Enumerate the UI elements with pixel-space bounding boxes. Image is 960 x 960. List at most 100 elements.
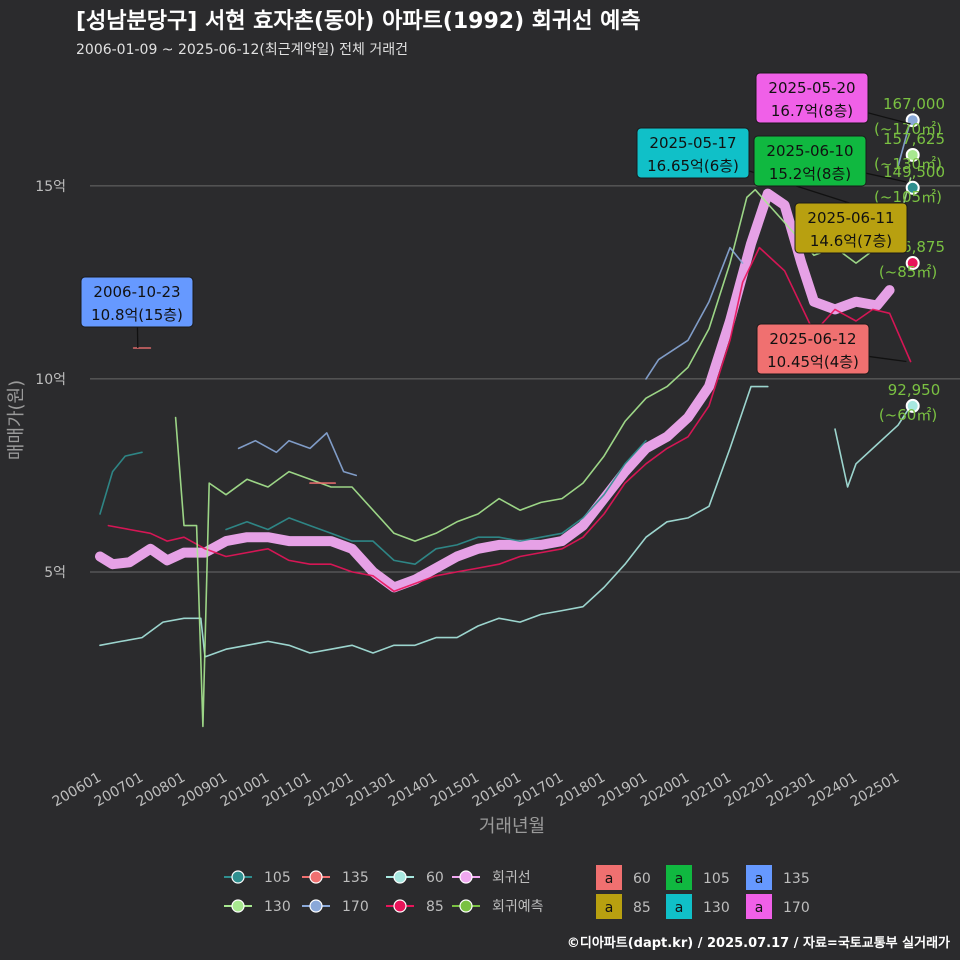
legend-box-130: a 130	[666, 894, 730, 919]
legend-label: 135	[342, 870, 369, 886]
y-axis-title: 매매가(원)	[6, 380, 27, 460]
chart-subtitle: 2006-01-09 ~ 2025-06-12(최근계약일) 전체 거래건	[76, 42, 408, 58]
legend-glyph: a	[675, 900, 684, 916]
y-axis-ticks: 5억 10억 15억	[35, 179, 66, 581]
series-line-85	[107, 246, 912, 593]
legend-swatch	[746, 865, 772, 890]
legend-marker	[393, 899, 407, 913]
chart-title: [성남분당구] 서현 효자촌(동아) 아파트(1992) 회귀선 예측	[76, 9, 641, 34]
legend-item-105: 105	[224, 870, 291, 886]
annotation-value: 16.7억(8층)	[771, 102, 853, 120]
legend-swatch	[666, 894, 692, 919]
legend-label: 85	[633, 900, 651, 916]
annotation-box	[755, 72, 869, 124]
annotation-box	[636, 127, 750, 179]
legend-marker	[231, 870, 245, 884]
annotation-date: 2006-10-23	[93, 283, 180, 301]
legend-swatch	[746, 894, 772, 919]
legend-marker	[231, 899, 245, 913]
legend-label: 170	[783, 900, 810, 916]
legend-glyph: a	[605, 900, 614, 916]
series-lines	[95, 119, 912, 728]
legend-swatch	[596, 865, 622, 890]
legend-glyph: a	[675, 871, 684, 887]
legend-box-170: a 170	[746, 894, 810, 919]
series-line-105	[99, 451, 143, 515]
x-tick-label: 202501	[848, 770, 902, 811]
y-tick-label: 5억	[44, 565, 66, 581]
annotation-value: 15.2억(8층)	[769, 165, 851, 183]
y-tick-label: 10억	[35, 372, 66, 388]
legend-label: 85	[426, 899, 444, 915]
y-tick-label: 15억	[35, 179, 66, 195]
endpoint-marker-130	[905, 147, 920, 162]
annotation-date: 2025-05-17	[649, 134, 736, 152]
annotation-box	[753, 135, 867, 187]
series-line-60	[99, 385, 769, 658]
legend-label: 130	[703, 900, 730, 916]
series-line-170	[645, 246, 744, 380]
legend-glyph: a	[755, 900, 764, 916]
endpoint-area-130: (~130㎡)	[874, 155, 942, 173]
legend-label: 105	[703, 871, 730, 887]
price-annotations: 2006-10-23 10.8억(15층) 2025-05-20 16.7억(8층) 2…	[80, 72, 911, 375]
legend-box-60: a 60	[596, 865, 651, 890]
legend-glyph: a	[605, 871, 614, 887]
legend-item-60: 60	[386, 870, 444, 886]
legend-item-170: 170	[302, 899, 369, 915]
legend-item-회귀예측: 회귀예측	[452, 899, 544, 915]
annotation-date: 2025-05-20	[768, 79, 855, 97]
endpoint-price-170: 167,000	[883, 95, 945, 113]
annotation-date: 2025-06-12	[769, 330, 856, 348]
annotation-value: 16.65억(6층)	[647, 157, 739, 175]
series-endpoints: 167,000 (~170㎡)157,625 (~130㎡)149,500 (~105…	[874, 95, 945, 424]
legend-label: 130	[264, 899, 291, 915]
endpoint-area-85: (~85㎡)	[879, 263, 937, 281]
endpoint-marker-85	[905, 256, 920, 271]
x-axis-title: 거래년월	[479, 816, 545, 837]
endpoint-marker-60	[905, 398, 920, 413]
series-line-170	[897, 119, 912, 168]
annotation-value: 10.45억(4층)	[767, 353, 859, 371]
legend-marker	[309, 870, 323, 884]
legend: 105 135 60 회귀선 130 170 85 회귀예측 a 60 a 105 a 135 a 85 a 13…	[224, 865, 810, 919]
legend-label: 60	[426, 870, 444, 886]
legend-item-130: 130	[224, 899, 291, 915]
x-axis-ticks: 2006012007012008012009012010012011012012…	[50, 770, 902, 811]
annotation-box	[794, 202, 908, 254]
legend-swatch	[666, 865, 692, 890]
legend-label: 170	[342, 899, 369, 915]
series-line-60	[834, 405, 912, 488]
legend-label: 105	[264, 870, 291, 886]
legend-swatch	[596, 894, 622, 919]
legend-marker	[309, 899, 323, 913]
legend-label: 회귀예측	[492, 899, 544, 915]
legend-marker	[459, 899, 473, 913]
legend-item-135: 135	[302, 870, 369, 886]
endpoint-price-60: 92,950	[888, 381, 941, 399]
endpoint-price-105: 149,500	[883, 163, 945, 181]
annotation-box	[80, 276, 194, 328]
endpoint-marker-105	[905, 180, 920, 195]
legend-glyph: a	[755, 871, 764, 887]
legend-label: 60	[633, 871, 651, 887]
legend-marker	[459, 870, 473, 884]
legend-box-135: a 135	[746, 865, 810, 890]
annotation-value: 14.6억(7층)	[810, 232, 892, 250]
legend-item-85: 85	[386, 899, 444, 915]
legend-item-회귀선: 회귀선	[452, 870, 531, 886]
annotation-value: 10.8억(15층)	[91, 306, 183, 324]
annotation-box	[756, 323, 870, 375]
legend-box-105: a 105	[666, 865, 730, 890]
legend-marker	[393, 870, 407, 884]
annotation-date: 2025-06-11	[807, 209, 894, 227]
source-caption: ©디아파트(dapt.kr) / 2025.07.17 / 자료=국토교통부 실…	[567, 935, 950, 951]
series-line-130	[174, 177, 912, 728]
annotation-date: 2025-06-10	[766, 142, 853, 160]
legend-box-85: a 85	[596, 894, 651, 919]
series-line-105	[225, 439, 647, 565]
series-line-170	[237, 432, 357, 477]
legend-label: 135	[783, 871, 810, 887]
legend-label: 회귀선	[492, 870, 531, 886]
